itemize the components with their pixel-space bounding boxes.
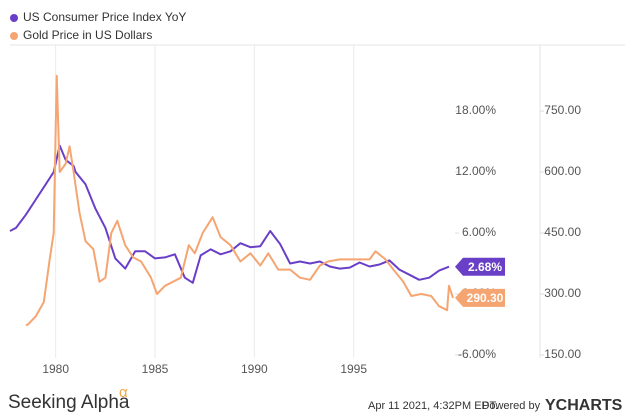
y2-tick-label: 750.00 — [544, 103, 581, 117]
brand: Seeking Alpha — [8, 392, 130, 413]
x-tick-label: 1995 — [340, 362, 367, 376]
legend-label: US Consumer Price Index YoY — [23, 10, 186, 24]
end-tag — [455, 257, 505, 276]
plot-area — [9, 45, 454, 358]
powered-by: Powered by — [482, 400, 541, 412]
x-tick-label: 1985 — [142, 362, 169, 376]
y-tick-label: 6.00% — [462, 225, 496, 239]
y-tick-label: 12.00% — [455, 164, 496, 178]
end-label: 2.68% — [468, 260, 502, 274]
legend-marker — [10, 32, 18, 40]
y2-tick-label: 600.00 — [544, 164, 581, 178]
y-tick-label: -6.00% — [458, 347, 496, 361]
series-line — [25, 74, 454, 327]
y2-tick-label: 300.00 — [544, 286, 581, 300]
x-tick-label: 1990 — [241, 362, 268, 376]
end-label: 290.30 — [467, 291, 504, 305]
y2-tick-label: 450.00 — [544, 225, 581, 239]
brand-mark: α — [119, 384, 128, 401]
y2-tick-label: 150.00 — [544, 347, 581, 361]
legend-label: Gold Price in US Dollars — [23, 28, 152, 42]
provider: YCHARTS — [545, 397, 623, 414]
legend-marker — [10, 14, 18, 22]
legend: US Consumer Price Index YoY Gold Price in… — [10, 10, 186, 42]
end-tag — [455, 288, 505, 307]
x-tick-label: 1980 — [42, 362, 69, 376]
timestamp: Apr 11 2021, 4:32PM EDT. — [368, 400, 498, 412]
y-tick-label: 18.00% — [455, 103, 496, 117]
